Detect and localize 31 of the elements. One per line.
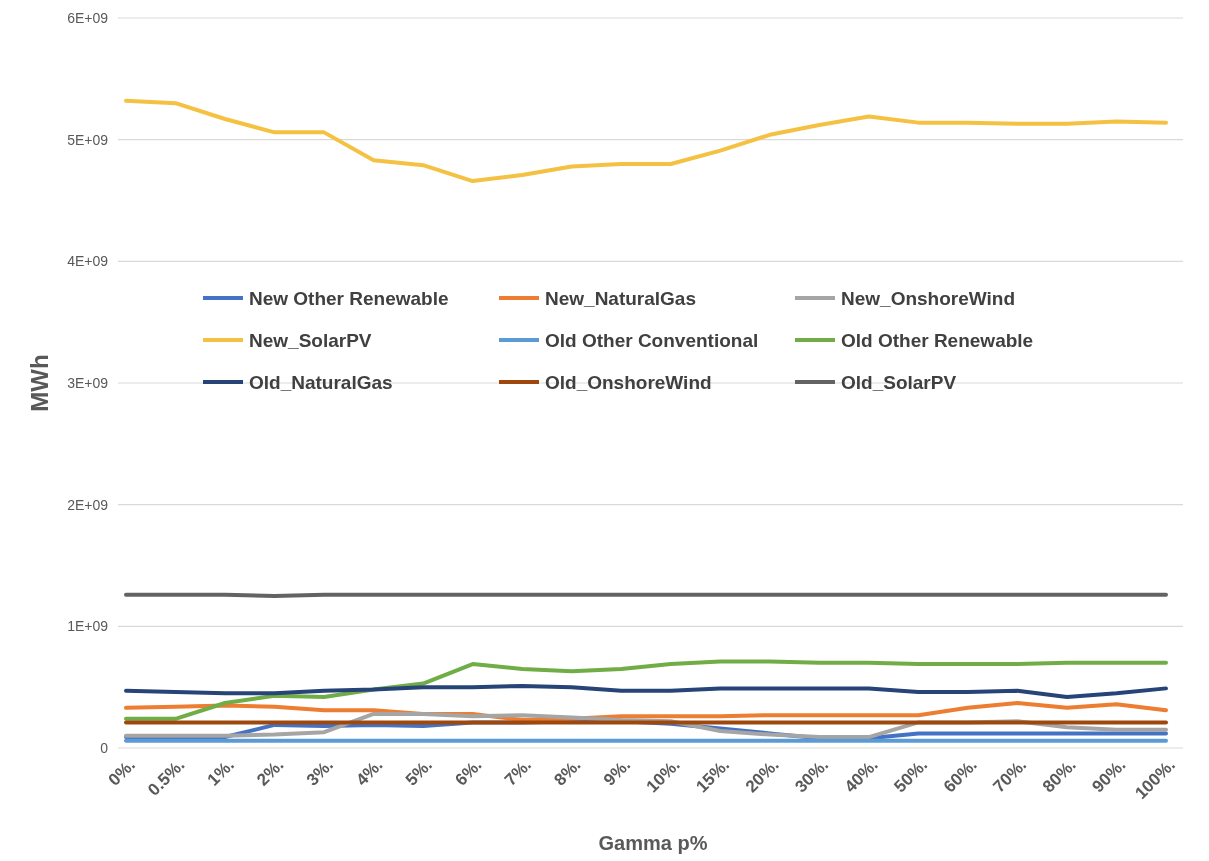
x-tick-label: 9%. — [599, 755, 635, 790]
y-tick-label: 5E+09 — [67, 131, 109, 148]
y-tick-label: 1E+09 — [67, 618, 109, 635]
x-tick-label: 2%. — [253, 755, 288, 790]
legend-label: New_OnshoreWind — [841, 287, 1016, 309]
y-tick-label: 4E+09 — [67, 253, 109, 270]
legend-label: Old Other Renewable — [841, 329, 1034, 351]
x-axis-title: Gamma p% — [598, 832, 708, 854]
line-series — [124, 683, 1168, 699]
x-tick-label: 5%. — [401, 755, 436, 790]
y-axis-title: MWh — [26, 354, 53, 412]
y-tick-label: 0 — [100, 739, 109, 756]
x-tick-label: 6%. — [451, 755, 486, 790]
legend-label: New_SolarPV — [249, 329, 372, 351]
legend-label: Old_NaturalGas — [249, 371, 393, 393]
x-tick-label: 3%. — [302, 755, 337, 790]
y-tick-label: 2E+09 — [67, 496, 109, 513]
legend-label: Old_OnshoreWind — [545, 371, 712, 393]
x-tick-label: 4%. — [352, 755, 387, 790]
x-tick-label: 7%. — [500, 755, 536, 790]
legend-label: Old Other Conventional — [545, 329, 759, 351]
line-series — [124, 659, 1168, 721]
legend-label: New_NaturalGas — [545, 287, 697, 309]
y-tick-label: 6E+09 — [67, 9, 109, 26]
y-tick-label: 3E+09 — [67, 374, 109, 391]
x-tick-label: 1%. — [203, 755, 238, 790]
line-series — [124, 98, 1168, 184]
legend-label: New Other Renewable — [249, 287, 449, 309]
x-tick-label: 0%. — [104, 755, 139, 790]
legend-label: Old_SolarPV — [841, 371, 957, 393]
x-tick-label: 8%. — [550, 755, 585, 790]
